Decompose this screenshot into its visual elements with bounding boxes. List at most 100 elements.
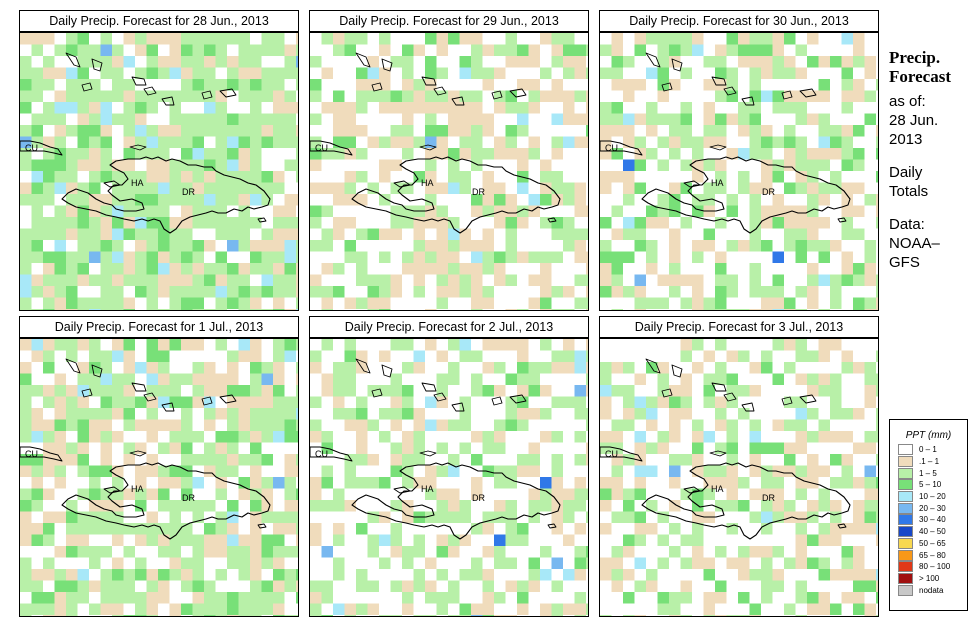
legend-swatch	[898, 502, 913, 514]
precip-cell	[830, 580, 842, 593]
precip-cell	[692, 557, 704, 570]
precip-cell	[100, 136, 113, 149]
precip-cell	[146, 33, 159, 45]
precip-cell	[181, 240, 193, 252]
precip-cell	[657, 56, 670, 68]
precip-cell	[425, 488, 437, 501]
precip-cell	[623, 171, 635, 183]
precip-cell	[830, 408, 842, 420]
precip-cell	[321, 396, 334, 409]
precip-cell	[54, 44, 67, 57]
precip-cell	[818, 67, 831, 80]
precip-cell	[448, 373, 460, 386]
precip-cell	[379, 44, 391, 57]
precip-cell	[841, 274, 854, 287]
precip-cell	[657, 194, 670, 206]
precip-cell	[505, 33, 518, 45]
legend-swatch	[898, 561, 913, 573]
precip-cell	[100, 251, 113, 264]
precip-cell	[296, 274, 298, 287]
precip-cell	[726, 125, 739, 137]
precip-cell	[333, 477, 345, 489]
precip-cell	[864, 442, 877, 455]
precip-cell	[54, 477, 67, 489]
precip-cell	[749, 396, 762, 409]
precip-cell	[215, 159, 228, 172]
coastline	[421, 382, 437, 392]
precip-cell	[310, 419, 322, 432]
precip-cell	[227, 408, 239, 420]
precip-cell	[146, 385, 159, 397]
precip-cell	[158, 205, 170, 218]
precip-cell	[181, 546, 193, 558]
precip-cell	[471, 171, 483, 183]
precip-cell	[158, 408, 170, 420]
precip-cell	[54, 297, 67, 310]
precip-cell	[284, 615, 297, 616]
precip-cell	[761, 569, 773, 581]
precip-cell	[436, 217, 449, 229]
precip-cell	[238, 454, 251, 466]
precip-cell	[657, 408, 670, 420]
precip-cell	[784, 263, 796, 275]
precip-cell	[181, 171, 193, 183]
precip-cell	[657, 205, 670, 218]
precip-cell	[77, 125, 90, 137]
precip-cell	[402, 339, 414, 351]
precip-cell	[181, 67, 193, 80]
precip-cell	[680, 102, 693, 114]
precip-cell	[749, 171, 762, 183]
precip-cell	[123, 228, 136, 241]
precip-cell	[540, 534, 552, 547]
legend-swatch	[898, 514, 913, 526]
precip-cell	[135, 362, 147, 374]
precip-cell	[482, 240, 495, 252]
precip-cell	[321, 44, 334, 57]
precip-cell	[66, 477, 78, 489]
precip-cell	[784, 33, 796, 45]
precip-cell	[273, 592, 285, 604]
precip-cell	[66, 90, 78, 103]
precip-cell	[215, 465, 228, 478]
precip-cell	[657, 286, 670, 298]
precip-cell	[215, 286, 228, 298]
precip-cell	[250, 339, 262, 351]
precip-cell	[31, 477, 44, 489]
precip-cell	[296, 159, 298, 172]
precip-cell	[830, 251, 842, 264]
precip-cell	[657, 274, 670, 287]
precip-cell	[413, 373, 426, 386]
precip-cell	[402, 534, 414, 547]
precip-cell	[146, 67, 159, 80]
precip-cell	[600, 477, 612, 489]
precip-cell	[54, 523, 67, 535]
precip-cell	[436, 557, 449, 570]
precip-cell	[77, 615, 90, 616]
precip-cell	[344, 442, 357, 455]
precip-cell	[333, 350, 345, 363]
precip-cell	[749, 534, 762, 547]
precip-cell	[772, 148, 785, 160]
precip-cell	[563, 396, 575, 409]
precip-cell	[528, 603, 541, 616]
precip-cell	[321, 297, 334, 310]
precip-cell	[436, 67, 449, 80]
precip-cell	[634, 228, 647, 241]
precip-cell	[715, 580, 727, 593]
precip-cell	[43, 523, 55, 535]
precip-cell	[215, 171, 228, 183]
coastline	[143, 86, 157, 96]
precip-cell	[876, 373, 878, 386]
precip-cell	[66, 454, 78, 466]
precip-cell	[841, 500, 854, 512]
precip-cell	[379, 373, 391, 386]
precip-cell	[459, 500, 472, 512]
precip-cell	[215, 194, 228, 206]
precip-cell	[379, 339, 391, 351]
precip-cell	[54, 546, 67, 558]
precip-cell	[876, 385, 878, 397]
precip-cell	[43, 67, 55, 80]
precip-cell	[471, 373, 483, 386]
precip-cell	[192, 569, 205, 581]
precip-cell	[540, 557, 552, 570]
